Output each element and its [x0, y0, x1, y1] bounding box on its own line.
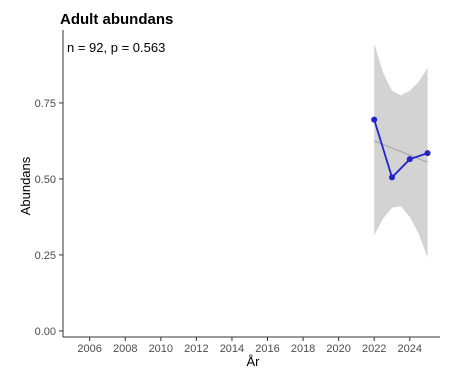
- x-tick-label: 2022: [362, 343, 386, 355]
- x-tick-label: 2008: [113, 343, 137, 355]
- x-axis-label: År: [247, 354, 261, 369]
- plot-area: 2006 2008 2010 2012 2014 2016 2018 2020 2022 2024…: [35, 30, 440, 355]
- chart-annotation: n = 92, p = 0.563: [67, 40, 165, 55]
- series-line-0: [373, 119, 428, 180]
- x-tick-label: 2016: [255, 343, 279, 355]
- trend-line: [373, 140, 428, 163]
- chart-title: Adult abundans: [60, 11, 173, 28]
- data-point: [406, 156, 413, 163]
- y-axis-label: Abundans: [18, 156, 33, 215]
- y-tick-label: 0.50: [35, 174, 56, 186]
- data-point: [424, 150, 431, 157]
- y-tick-label: 0.75: [35, 98, 56, 110]
- y-tick-label: 0.25: [35, 250, 56, 262]
- y-tick-label: 0.00: [35, 326, 56, 338]
- x-tick-label: 2020: [326, 343, 350, 355]
- confidence-band: [374, 43, 428, 259]
- x-tick-label: 2014: [220, 343, 244, 355]
- x-tick-label: 2012: [184, 343, 208, 355]
- data-point: [388, 174, 395, 181]
- x-tick-label: 2006: [77, 343, 101, 355]
- x-tick-label: 2024: [398, 343, 422, 355]
- x-tick-label: 2018: [291, 343, 315, 355]
- data-point: [371, 116, 378, 123]
- x-tick-label: 2010: [149, 343, 173, 355]
